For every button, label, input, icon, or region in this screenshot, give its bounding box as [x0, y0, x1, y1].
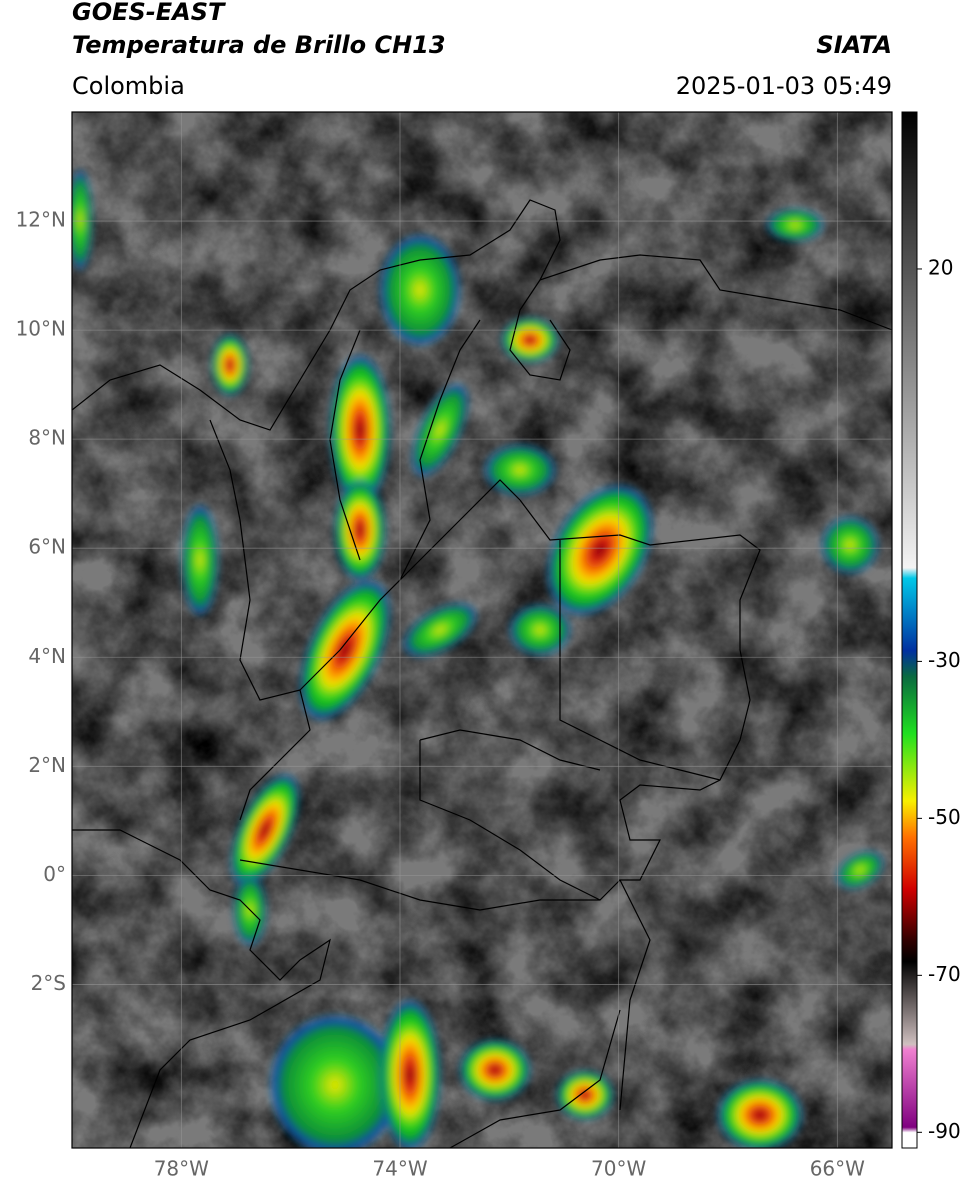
colorbar-ticks: 20 -30 -50 -70 -90	[917, 255, 961, 1143]
cell	[547, 485, 653, 615]
boundaries	[72, 199, 892, 1148]
colorbar-tick-label: -30	[928, 648, 961, 672]
axes: 12°N 10°N 8°N 6°N 4°N 2°N 0° 2°S 78°W 74°W 70°W 66°…	[16, 208, 866, 1181]
cell	[270, 1015, 400, 1148]
datetime: 2025-01-03 05:49	[676, 72, 892, 100]
cell	[335, 480, 385, 580]
lat-tick-label: 8°N	[28, 426, 66, 450]
lat-tick-label: 2°N	[28, 753, 66, 777]
source: SIATA	[816, 31, 892, 59]
graticule	[72, 112, 892, 1148]
lat-tick-label: 4°N	[28, 644, 66, 668]
colorbar-tick-label: 20	[928, 255, 953, 279]
colorbar-tick-label: -90	[928, 1119, 961, 1143]
coastline	[72, 199, 892, 431]
border-internal	[419, 729, 601, 901]
cell	[836, 851, 884, 889]
lat-tick-label: 6°N	[28, 535, 66, 559]
cell	[403, 603, 477, 657]
region: Colombia	[72, 72, 185, 100]
colorbar	[901, 111, 918, 1149]
cell	[822, 517, 878, 573]
lat-tick-label: 10°N	[16, 317, 66, 341]
lat-tick-label: 12°N	[16, 208, 66, 232]
lon-tick-label: 66°W	[810, 1157, 865, 1181]
title: GOES-EAST	[72, 0, 226, 26]
border-internal	[449, 1009, 621, 1148]
cell	[502, 318, 558, 362]
subtitle: Temperatura de Brillo CH13	[72, 31, 446, 59]
satellite-image	[72, 112, 892, 1148]
cell	[212, 335, 248, 395]
border-west	[209, 419, 311, 821]
cell	[510, 605, 570, 655]
cell	[230, 774, 300, 886]
lake-maracaibo	[509, 279, 571, 381]
cell	[380, 1000, 440, 1148]
border-internal	[299, 479, 521, 691]
border-internal	[329, 319, 481, 581]
lon-tick-label: 74°W	[372, 1157, 427, 1181]
cell	[485, 445, 555, 495]
border-internal	[559, 540, 721, 781]
cell	[380, 235, 460, 345]
cell	[557, 1071, 613, 1119]
lon-tick-label: 78°W	[154, 1157, 209, 1181]
cell	[718, 1080, 802, 1148]
colorbar-tick-label: -50	[928, 805, 961, 829]
pacific-coast	[72, 829, 331, 1148]
cell	[72, 170, 92, 270]
cell	[330, 355, 390, 505]
cell	[412, 383, 468, 477]
lat-tick-label: 2°S	[31, 971, 66, 995]
cell	[460, 1040, 530, 1100]
lon-tick-label: 70°W	[591, 1157, 646, 1181]
lat-tick-label: 0°	[43, 862, 66, 886]
cell	[767, 209, 823, 241]
cell	[182, 505, 218, 615]
colorbar-tick-label: -70	[928, 962, 961, 986]
cloud-texture	[72, 112, 892, 1148]
map-frame	[71, 111, 893, 1149]
border-south	[239, 859, 621, 911]
